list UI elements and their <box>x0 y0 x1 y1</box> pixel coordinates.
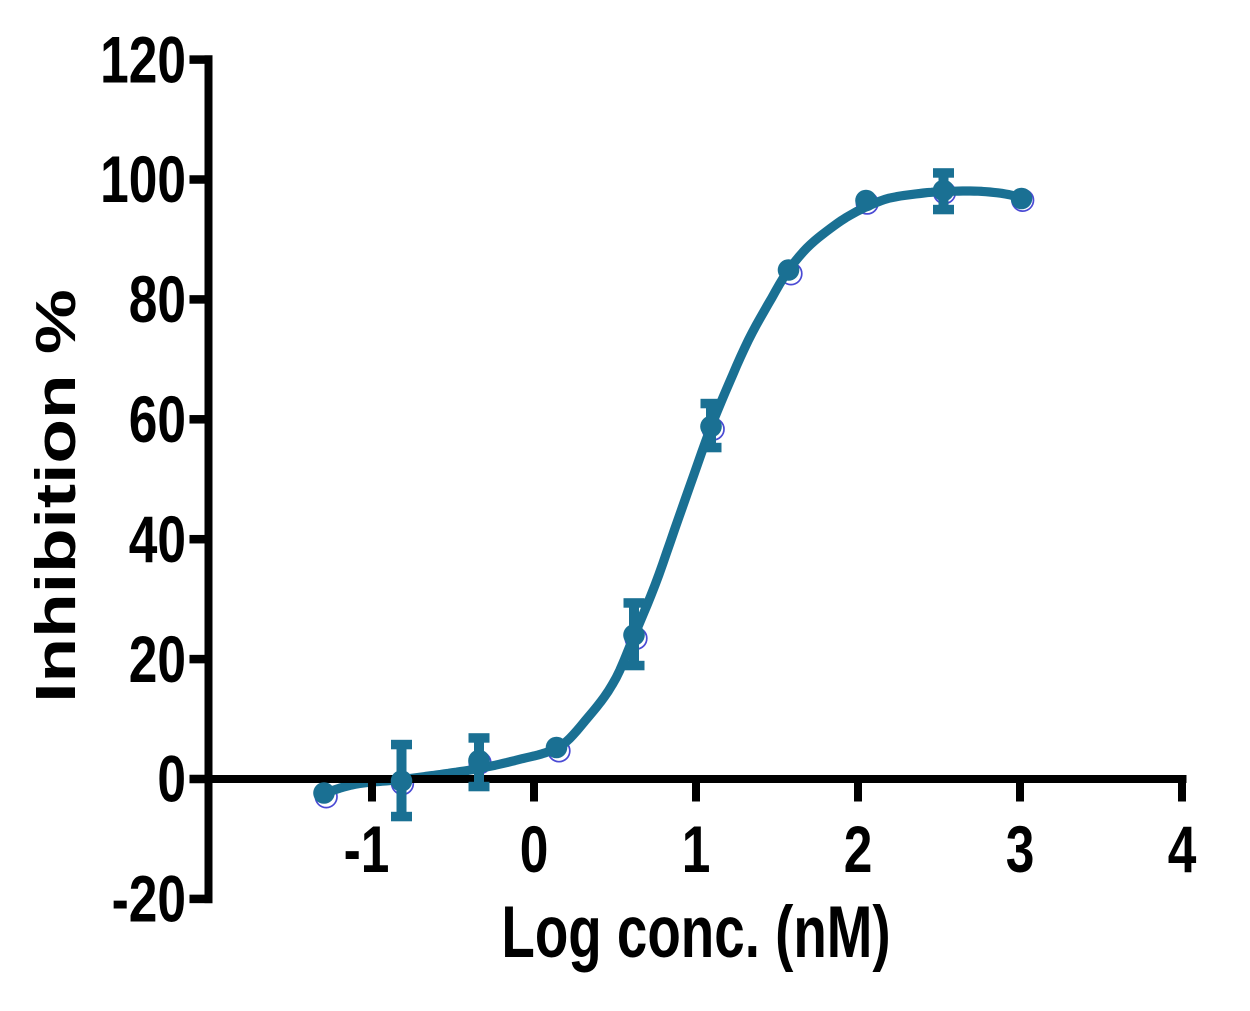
svg-text:-20: -20 <box>112 861 186 936</box>
svg-text:80: 80 <box>129 262 186 337</box>
svg-text:1: 1 <box>682 812 711 887</box>
svg-text:120: 120 <box>100 22 186 97</box>
svg-text:4: 4 <box>1168 812 1197 887</box>
svg-text:60: 60 <box>129 382 186 457</box>
svg-text:100: 100 <box>100 142 186 217</box>
svg-text:40: 40 <box>129 502 186 577</box>
svg-text:Log conc. (nM): Log conc. (nM) <box>501 891 890 972</box>
svg-text:20: 20 <box>129 622 186 697</box>
svg-text:3: 3 <box>1006 812 1035 887</box>
svg-text:0: 0 <box>157 741 186 816</box>
svg-text:2: 2 <box>844 812 873 887</box>
svg-text:-1: -1 <box>344 812 390 887</box>
svg-text:Inhibition %: Inhibition % <box>24 289 87 702</box>
svg-text:0: 0 <box>520 812 549 887</box>
